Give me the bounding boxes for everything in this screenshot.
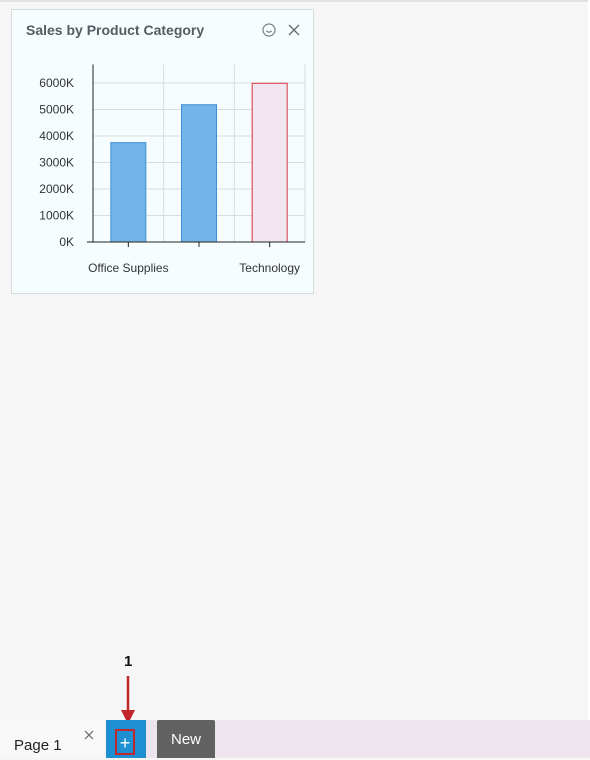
callout-number: 1 [124,653,133,670]
right-divider [588,0,590,720]
bar [110,142,147,243]
close-icon[interactable] [84,727,94,740]
close-icon[interactable] [287,23,301,37]
page-tab-label: Page 1 [14,737,62,754]
page-tab[interactable]: Page 1 [0,720,106,758]
y-tick-label: 5000K [39,103,74,117]
callout-arrow [121,676,135,724]
y-tick-label: 3000K [39,156,74,170]
y-tick-label: 0K [59,235,74,249]
add-page-label: + [119,733,131,753]
widget-title: Sales by Product Category [26,22,205,38]
new-button[interactable]: New [157,720,215,758]
smiley-icon[interactable] [262,23,276,37]
y-tick-label: 6000K [39,76,74,90]
bar-chart: 0K 1000K 2000K 3000K 4000K 5000K 6000K Office S… [39,64,306,275]
bar [251,82,288,243]
y-tick-label: 1000K [39,209,74,223]
x-tick-label: Technology [239,261,300,275]
bar [181,104,217,243]
x-tick-label: Office Supplies [88,261,169,275]
chart-widget[interactable]: 0K 1000K 2000K 3000K 4000K 5000K 6000K Office S… [11,9,314,294]
plus-icon: + [115,729,135,755]
page-tab-bar: Page 1 + New [0,720,590,758]
top-divider [0,0,590,2]
add-page-button[interactable]: + [106,720,146,758]
y-tick-label: 4000K [39,129,74,143]
y-tick-label: 2000K [39,182,74,196]
